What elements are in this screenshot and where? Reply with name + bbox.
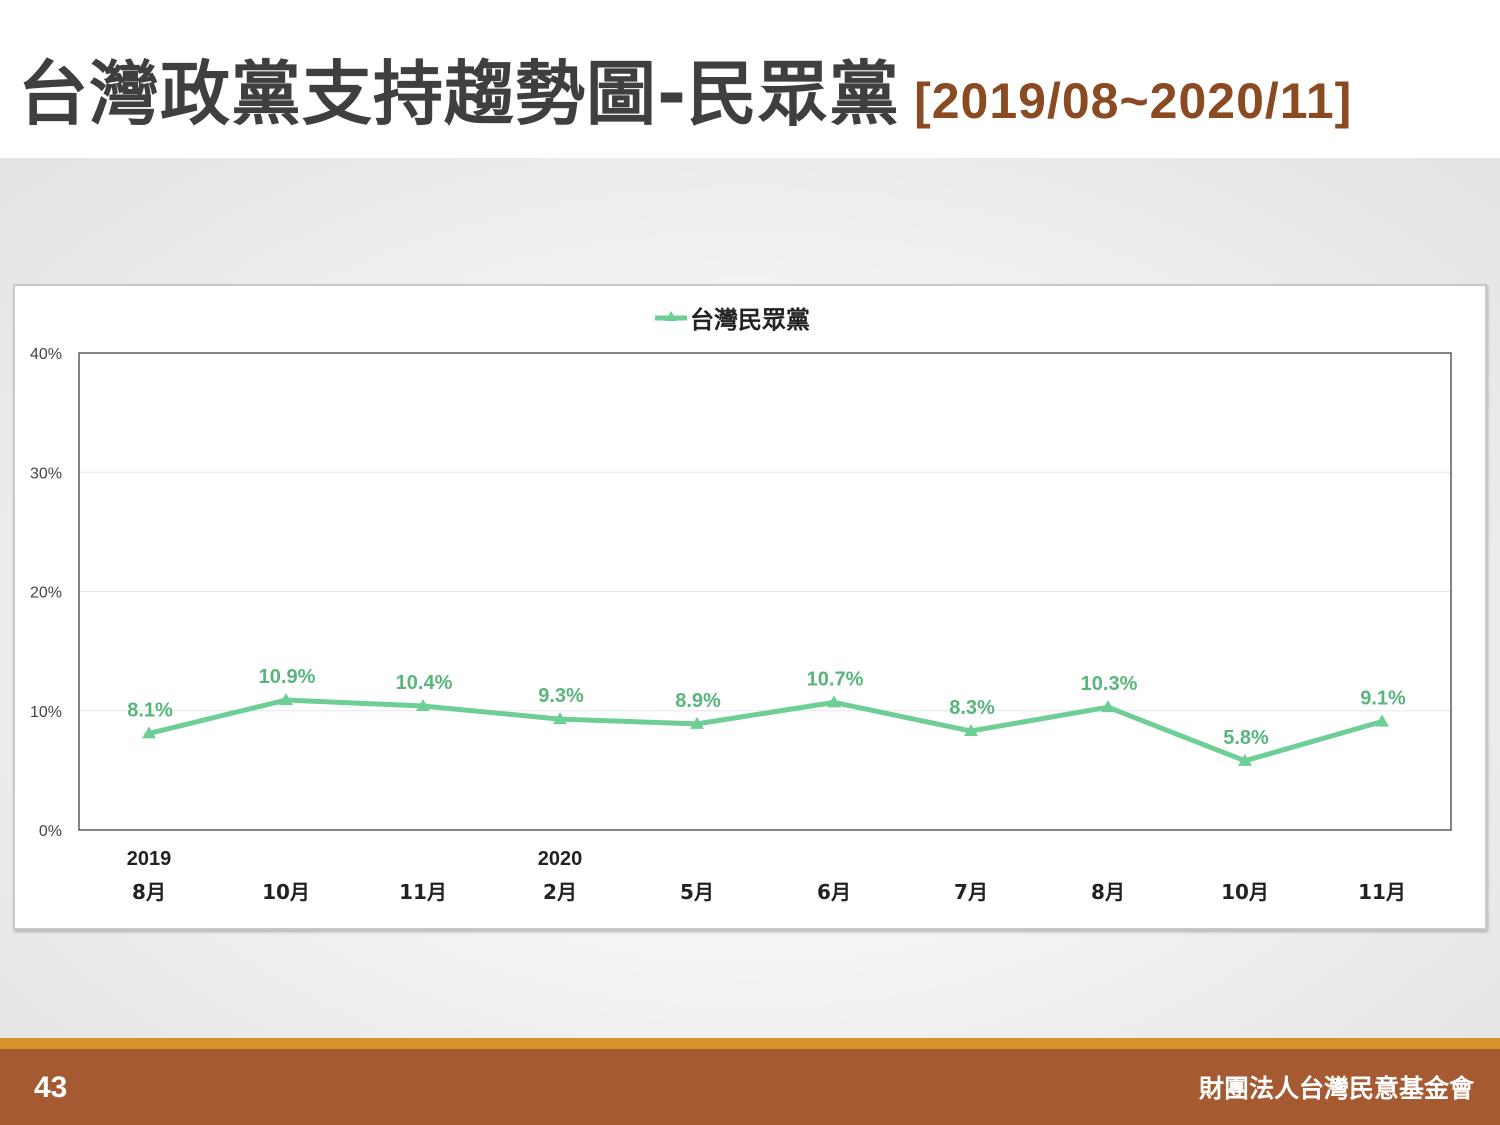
data-label: 8.1% <box>127 699 173 721</box>
plot-area-border <box>78 352 1452 831</box>
title-bar: 台灣政黨支持趨勢圖-民眾黨 [2019/08~2020/11] <box>0 0 1500 158</box>
x-year-label: 2019 <box>127 848 172 870</box>
chart-frame: 0% 10% 20% 30% 40% 台灣民眾黨 8.1% 10.9% 10.4% 9.3% 8.9… <box>13 284 1487 930</box>
data-label: 10.4% <box>396 672 453 694</box>
y-tick-label: 0% <box>39 823 62 840</box>
data-label: 10.9% <box>259 666 316 688</box>
data-point <box>964 724 978 737</box>
page-number: 43 <box>34 1071 68 1104</box>
data-label: 8.9% <box>675 690 721 712</box>
data-label: 9.3% <box>538 685 584 707</box>
data-point <box>416 698 430 711</box>
footer-stripe <box>0 1038 1500 1049</box>
data-point <box>1238 753 1252 766</box>
y-tick-label: 10% <box>30 704 62 721</box>
x-tick-label: 11月 <box>399 880 447 904</box>
data-label: 10.3% <box>1081 673 1138 695</box>
series-line <box>146 697 1385 764</box>
legend-label: 台灣民眾黨 <box>690 306 810 334</box>
title-text: 台灣政黨支持趨勢圖-民眾黨 <box>18 53 901 135</box>
data-point <box>690 716 704 729</box>
data-label: 8.3% <box>949 697 995 719</box>
line-chart: 0% 10% 20% 30% 40% 台灣民眾黨 8.1% 10.9% 10.4% 9.3% 8.9… <box>30 306 1452 904</box>
date-range: [2019/08~2020/11] <box>914 73 1353 129</box>
y-tick-label: 30% <box>30 465 62 482</box>
x-tick-label: 6月 <box>817 880 851 904</box>
data-label: 9.1% <box>1360 687 1406 709</box>
data-label: 10.7% <box>807 668 864 690</box>
data-point <box>1375 714 1389 727</box>
data-point <box>1101 700 1115 713</box>
data-point <box>553 712 567 725</box>
x-tick-label: 10月 <box>262 880 310 904</box>
x-year-label: 2020 <box>538 848 583 870</box>
x-tick-label: 8月 <box>1091 880 1125 904</box>
page-title: 台灣政黨支持趨勢圖-民眾黨 [2019/08~2020/11] <box>18 38 1352 139</box>
organization-name: 財團法人台灣民意基金會 <box>1198 1074 1474 1103</box>
data-label: 5.8% <box>1223 727 1269 749</box>
data-point <box>827 695 841 708</box>
data-point <box>142 726 156 739</box>
legend-marker <box>665 311 677 321</box>
x-tick-label: 2月 <box>543 880 577 904</box>
x-tick-label: 8月 <box>132 880 166 904</box>
y-tick-label: 20% <box>30 585 62 602</box>
footer: 43 財團法人台灣民意基金會 <box>0 1049 1500 1125</box>
y-tick-label: 40% <box>30 346 62 363</box>
x-tick-label: 10月 <box>1221 880 1269 904</box>
data-point <box>279 693 293 706</box>
x-tick-label: 11月 <box>1358 880 1406 904</box>
x-tick-label: 7月 <box>954 880 988 904</box>
x-tick-label: 5月 <box>680 880 714 904</box>
